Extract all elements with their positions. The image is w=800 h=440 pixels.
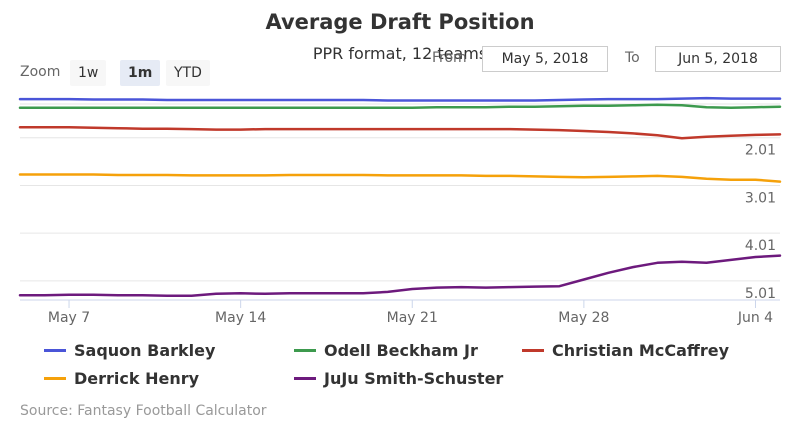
y-tick-label: 2.01 (745, 143, 776, 159)
legend-label: JuJu Smith-Schuster (324, 368, 504, 388)
x-tick-label: Jun 4 (737, 310, 773, 326)
legend-label: Odell Beckham Jr (324, 340, 478, 360)
y-tick-label: 4.01 (745, 238, 776, 254)
y-tick-label: 5.01 (745, 286, 776, 302)
series-line-saquon-barkley[interactable] (18, 96, 782, 102)
x-tick-label: May 14 (215, 310, 266, 326)
x-tick-label: May 7 (48, 310, 90, 326)
series-line-juju-smith-schuster[interactable] (18, 254, 782, 297)
legend-label: Derrick Henry (74, 368, 200, 388)
legend-item-derrick-henry[interactable]: Derrick Henry (44, 366, 199, 390)
x-tick-label: May 28 (558, 310, 609, 326)
legend-label: Christian McCaffrey (552, 340, 729, 360)
legend-swatch (294, 348, 316, 352)
zoom-label: Zoom (20, 64, 61, 80)
series-line-christian-mccaffrey[interactable] (18, 125, 782, 140)
chart-subtitle: PPR format, 12 teams (312, 44, 488, 63)
chart-source: Source: Fantasy Football Calculator (20, 403, 267, 419)
x-tick-label: May 21 (387, 310, 438, 326)
chart-title: Average Draft Position (265, 10, 535, 34)
legend-swatch (44, 348, 66, 352)
zoom-1w-button[interactable]: 1w (70, 60, 107, 86)
range-to-input[interactable]: Jun 5, 2018 (655, 46, 781, 72)
series-line-odell-beckham-jr[interactable] (18, 103, 782, 109)
legend-swatch (522, 348, 544, 352)
legend-swatch (44, 376, 66, 380)
range-from-label: From (432, 50, 467, 66)
legend-item-juju-smith-schuster[interactable]: JuJu Smith-Schuster (294, 366, 503, 390)
zoom-1m-button[interactable]: 1m (120, 60, 161, 86)
legend-item-christian-mccaffrey[interactable]: Christian McCaffrey (522, 338, 729, 362)
y-tick-label: 3.01 (745, 190, 776, 206)
legend-item-saquon-barkley[interactable]: Saquon Barkley (44, 338, 215, 362)
legend-swatch (294, 376, 316, 380)
range-to-label: To (625, 50, 640, 66)
legend-item-odell-beckham-jr[interactable]: Odell Beckham Jr (294, 338, 478, 362)
legend-label: Saquon Barkley (74, 340, 216, 360)
series-line-derrick-henry[interactable] (18, 173, 782, 183)
range-from-input[interactable]: May 5, 2018 (482, 46, 608, 72)
zoom-ytd-button[interactable]: YTD (166, 60, 210, 86)
